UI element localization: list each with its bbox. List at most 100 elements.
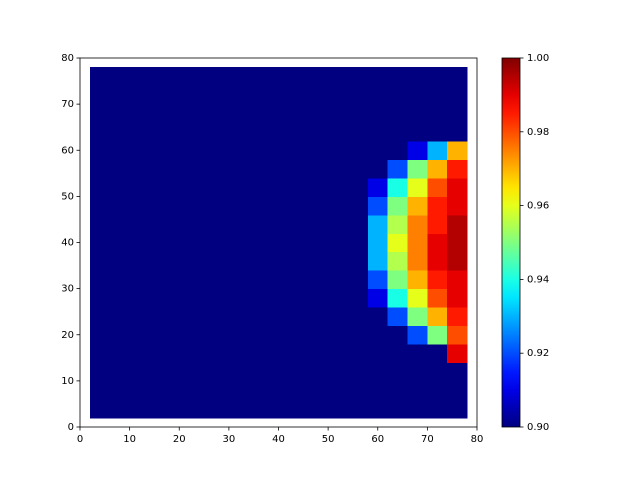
cell (268, 141, 289, 160)
cell (228, 362, 250, 382)
cell (109, 141, 131, 160)
cell (209, 362, 230, 382)
cell (328, 270, 349, 290)
cell (209, 307, 230, 327)
cell (367, 233, 389, 253)
cell (189, 214, 210, 234)
cell (189, 122, 210, 142)
x-tick-label: 50 (322, 434, 335, 445)
cell (189, 307, 210, 327)
cell (149, 159, 170, 179)
cell (288, 85, 309, 105)
cell (189, 343, 210, 363)
cell (228, 399, 250, 419)
cell (347, 196, 369, 216)
cell (387, 399, 409, 419)
cell (228, 141, 250, 160)
cell (228, 177, 250, 197)
cell (268, 85, 289, 105)
cell (328, 343, 349, 363)
cell (347, 399, 369, 419)
cell (447, 104, 468, 124)
cell (189, 251, 210, 271)
cell (228, 251, 250, 271)
cell (209, 177, 230, 197)
cell (268, 325, 289, 345)
cell (347, 270, 369, 290)
cell (427, 104, 448, 124)
cell (407, 270, 428, 290)
cell (308, 67, 329, 87)
cell (387, 159, 409, 179)
cell (209, 325, 230, 345)
cell (268, 196, 289, 216)
cell (109, 196, 131, 216)
cell (109, 270, 131, 290)
cell (209, 104, 230, 124)
cell (89, 325, 111, 345)
cell (268, 104, 289, 124)
cell (308, 270, 329, 290)
cell (407, 251, 428, 271)
cell (367, 307, 389, 327)
cell (169, 104, 190, 124)
x-tick-label: 80 (471, 434, 484, 445)
cell (308, 85, 329, 105)
cell (209, 343, 230, 363)
cell (387, 362, 409, 382)
cell (427, 362, 448, 382)
cell (387, 270, 409, 290)
cell (228, 104, 250, 124)
cell (407, 196, 428, 216)
cell (308, 307, 329, 327)
cell (367, 343, 389, 363)
cell (387, 85, 409, 105)
cell (169, 288, 190, 308)
cell (129, 251, 150, 271)
y-tick-label: 80 (61, 53, 74, 64)
cell (129, 270, 150, 290)
cell (169, 307, 190, 327)
y-tick-label: 50 (61, 191, 74, 202)
cell (447, 196, 468, 216)
cell (89, 233, 111, 253)
cell (109, 288, 131, 308)
cell (228, 288, 250, 308)
cell (367, 362, 389, 382)
cell (169, 251, 190, 271)
cell (328, 288, 349, 308)
x-tick-label: 10 (123, 434, 136, 445)
cell (169, 122, 190, 142)
cell (308, 233, 329, 253)
cell (367, 141, 389, 160)
cell (268, 67, 289, 87)
cell (308, 380, 329, 400)
cell (328, 159, 349, 179)
cell (308, 251, 329, 271)
cell (407, 104, 428, 124)
cell (308, 214, 329, 234)
cell (149, 307, 170, 327)
cell (169, 362, 190, 382)
cell (209, 196, 230, 216)
cell (129, 288, 150, 308)
cell (268, 233, 289, 253)
cell (367, 159, 389, 179)
cell (248, 270, 270, 290)
cell (248, 380, 270, 400)
cell (109, 233, 131, 253)
cell (109, 159, 131, 179)
cell (129, 233, 150, 253)
cell (169, 159, 190, 179)
cell (109, 380, 131, 400)
cell (169, 270, 190, 290)
cell (288, 380, 309, 400)
y-tick-label: 0 (68, 422, 74, 433)
cell (427, 270, 448, 290)
cell (347, 233, 369, 253)
cell (149, 362, 170, 382)
cell (228, 325, 250, 345)
cell (288, 307, 309, 327)
cell (228, 270, 250, 290)
cell (129, 343, 150, 363)
